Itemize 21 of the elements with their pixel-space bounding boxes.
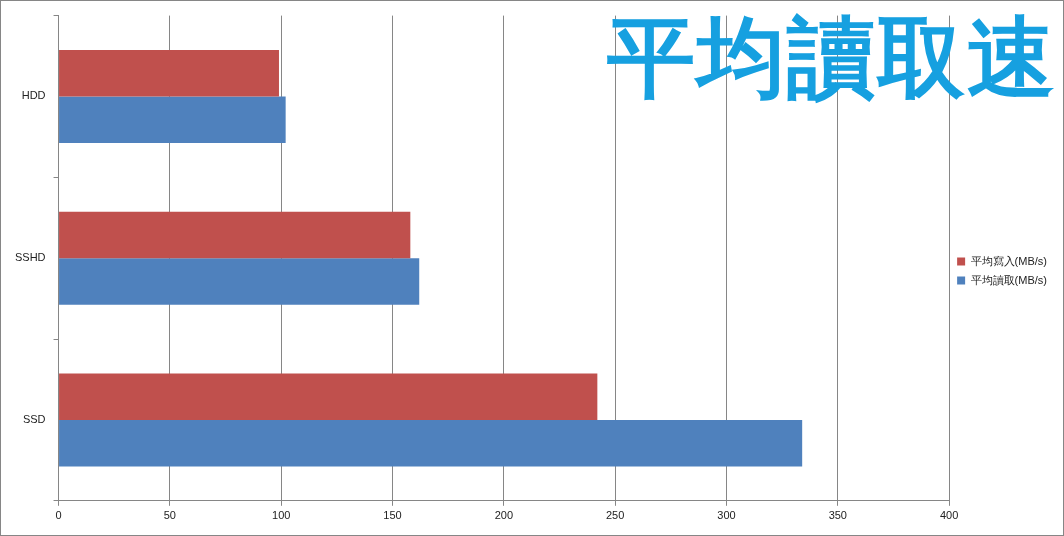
x-tick-label: 250: [605, 509, 625, 522]
bar: [59, 373, 598, 420]
legend-label: 平均讀取(MB/s): [970, 273, 1048, 286]
x-tick-label: 150: [383, 509, 402, 522]
bar: [59, 211, 411, 259]
x-tick-label: 350: [828, 509, 847, 522]
x-tick-label: 200: [494, 509, 514, 522]
x-tick-label: 100: [272, 509, 291, 522]
x-tick-label: 400: [939, 509, 959, 522]
legend-label: 平均寫入(MB/s): [970, 254, 1048, 267]
x-tick-label: 300: [717, 509, 736, 522]
y-tick-label: HDD: [21, 89, 46, 102]
chart-title: 平均讀取速: [607, 5, 1057, 109]
bar: [59, 96, 286, 143]
bar: [59, 49, 279, 97]
x-tick-label: 0: [55, 509, 62, 522]
y-tick-label: SSHD: [15, 251, 46, 264]
y-tick-label: SSD: [22, 412, 46, 425]
bar: [59, 419, 803, 467]
bar: [59, 258, 420, 305]
x-tick-label: 50: [163, 509, 177, 522]
